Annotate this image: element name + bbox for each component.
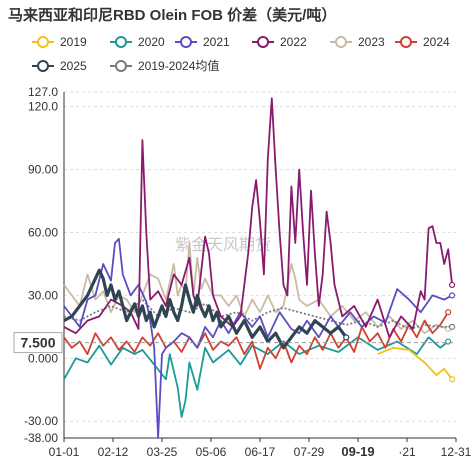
legend-label-5: 2024	[423, 35, 450, 49]
y-marker-box	[13, 332, 63, 354]
legend-label-7: 2019-2024均值	[138, 58, 219, 73]
y-tick-7: -38.00	[24, 431, 58, 445]
legend-marker-0	[37, 36, 49, 48]
legend-label-2: 2021	[203, 35, 230, 49]
legend-marker-4	[335, 36, 347, 48]
series-end-marker-7-0	[448, 323, 456, 330]
legend-label-6: 2025	[60, 59, 87, 73]
y-tick-1: 120.0	[28, 100, 58, 114]
x-tick-0: 01-01	[49, 445, 80, 459]
legend-marker-6	[37, 60, 49, 72]
legend-item-6[interactable]: 2025	[32, 59, 87, 73]
watermark-text: 紫金天风期货	[175, 236, 271, 254]
series-end-marker-5-0	[445, 309, 452, 316]
legend-label-1: 2020	[138, 35, 165, 49]
series-end-marker-1-0	[445, 338, 452, 345]
x-tick-3: 05-06	[196, 445, 227, 459]
x-tick-2: 03-25	[147, 445, 178, 459]
legend-marker-3	[257, 36, 269, 48]
x-tick-1: 02-12	[98, 445, 129, 459]
x-tick-4: 06-17	[245, 445, 276, 459]
legend-label-4: 2023	[358, 35, 385, 49]
y-tick-3: 60.00	[28, 225, 58, 239]
series-line-2-0	[63, 237, 453, 439]
y-marker: 7.500	[13, 332, 456, 354]
grid	[64, 91, 456, 439]
legend-item-3[interactable]: 2022	[252, 35, 307, 49]
legend-item-1[interactable]: 2020	[110, 35, 165, 49]
legend-marker-1	[115, 36, 127, 48]
legend-label-0: 2019	[60, 35, 87, 49]
series-line-4-0	[63, 242, 449, 335]
series-end-marker-3-0	[448, 281, 456, 289]
y-marker-label: 7.500	[20, 335, 55, 351]
series-end-marker-6-0	[343, 334, 350, 341]
legend-item-0[interactable]: 2019	[32, 35, 87, 49]
series-line-3-0	[63, 97, 453, 339]
series-end-marker-0-0	[448, 376, 456, 383]
legend-item-7[interactable]: 2019-2024均值	[110, 58, 219, 73]
series-line-1-0	[63, 336, 449, 418]
legend-label-3: 2022	[280, 35, 307, 49]
legend-marker-5	[400, 36, 412, 48]
legend-item-4[interactable]: 2023	[330, 35, 385, 49]
watermark: 紫金天风期货	[175, 236, 271, 254]
x-tick-5: 07-29	[294, 445, 325, 459]
y-tick-2: 90.00	[28, 163, 58, 177]
series-end-marker-2-0	[448, 292, 456, 299]
series-layer	[63, 97, 456, 439]
y-tick-4: 30.00	[28, 288, 58, 302]
x-tick-8: 12-31	[441, 445, 472, 459]
x-tick-6: 09-19	[341, 444, 374, 459]
series-line-5-0	[63, 311, 449, 370]
y-tick-5: 0.000	[28, 351, 58, 365]
chart-title: 马来西亚和印尼RBD Olein FOB 价差（美元/吨）	[8, 6, 336, 24]
legend[interactable]: 2019 2020 2021 2022 2023 2024 2025 2019-2024均值	[32, 35, 450, 73]
y-tick-6: -30.00	[24, 414, 58, 428]
legend-item-5[interactable]: 2024	[395, 35, 450, 49]
legend-item-2[interactable]: 2021	[175, 35, 230, 49]
y-tick-0: 127.0	[28, 85, 58, 99]
series-line-0-0	[377, 346, 453, 380]
legend-marker-7	[115, 60, 127, 72]
series-line-6-0	[63, 268, 348, 350]
x-tick-7: ·21	[398, 445, 416, 459]
legend-marker-2	[180, 36, 192, 48]
